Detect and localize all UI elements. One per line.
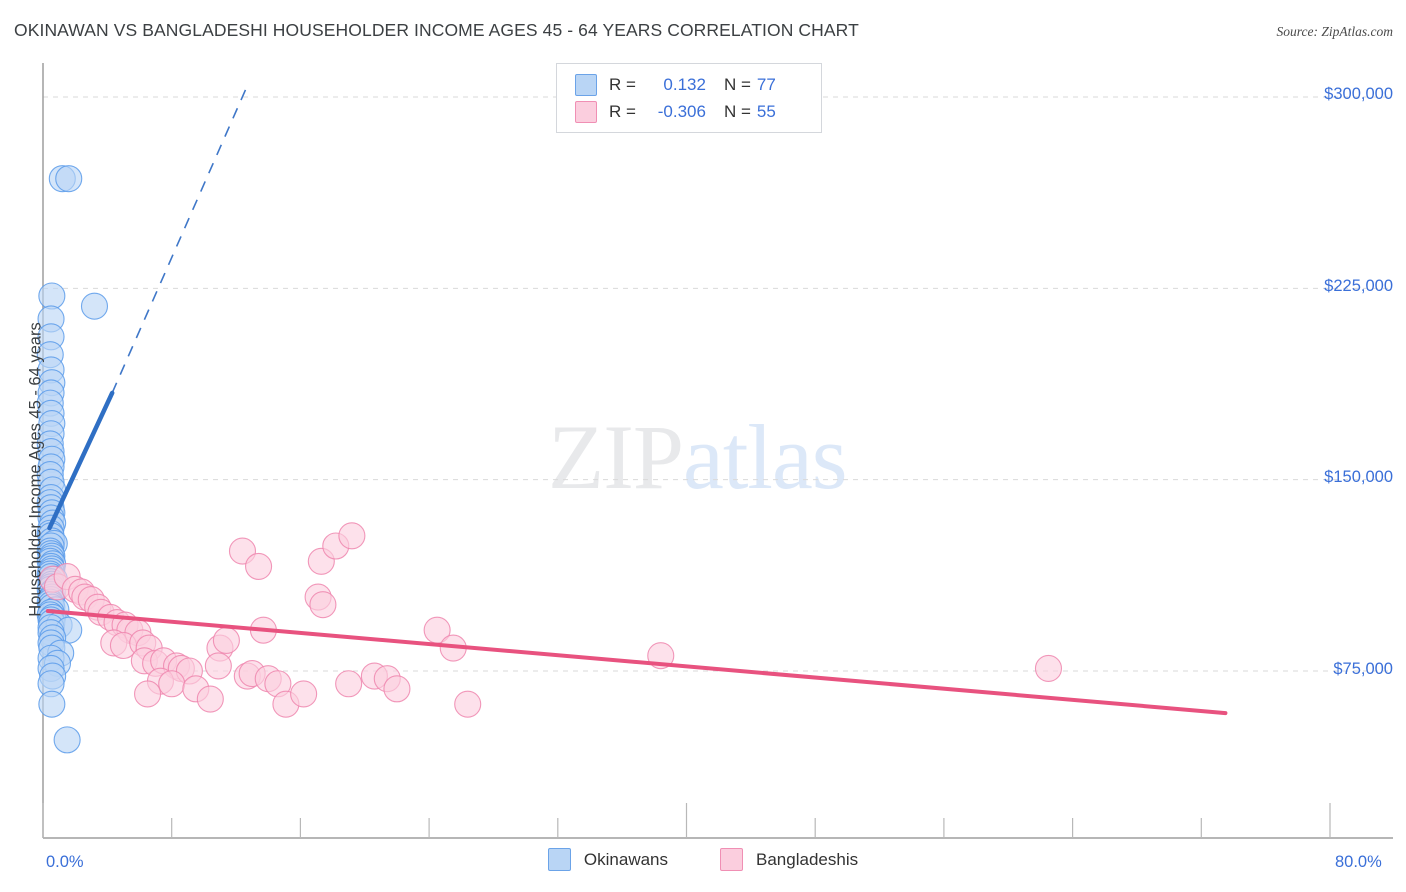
y-tick-label-150000: $150,000 — [1324, 468, 1393, 486]
r-value-bangladeshis: -0.306 — [657, 102, 706, 121]
r-value-okinawans: 0.132 — [663, 75, 706, 94]
x-tick-label-max: 80.0% — [1335, 853, 1382, 871]
y-axis-label: Householder Income Ages 45 - 64 years — [26, 322, 45, 617]
legend-marker-okinawans — [547, 848, 571, 871]
legend-item-okinawans[interactable]: Okinawans — [547, 848, 669, 871]
legend-swatch-okinawans — [575, 74, 597, 96]
statistics-legend: R = 0.132 N = 77 R = -0.306 N = 55 — [556, 63, 822, 133]
trendline-bangladeshis — [45, 609, 1228, 716]
r-label-okinawans: R = — [609, 75, 636, 94]
x-tick-label-min: 0.0% — [46, 853, 84, 871]
gridlines — [43, 96, 1393, 672]
legend-label-bangladeshis: Bangladeshis — [756, 849, 859, 869]
n-label-okinawans: N = — [723, 75, 751, 94]
series-legend: Okinawans Bangladeshis — [0, 848, 1406, 871]
trendline-okinawans — [47, 89, 247, 531]
legend-label-okinawans: Okinawans — [583, 849, 669, 869]
n-value-okinawans: 77 — [756, 75, 776, 94]
source-attribution: Source: ZipAtlas.com — [1276, 24, 1393, 39]
n-label-bangladeshis: N = — [723, 102, 751, 121]
x-axis-ticks — [42, 803, 1331, 838]
page-title: OKINAWAN VS BANGLADESHI HOUSEHOLDER INCO… — [14, 20, 859, 40]
scatter-points-bangladeshis — [39, 522, 1063, 718]
legend-item-bangladeshis[interactable]: Bangladeshis — [720, 848, 858, 871]
axis-lines — [42, 63, 1393, 839]
y-tick-label-300000: $300,000 — [1324, 85, 1393, 103]
legend-swatch-bangladeshis — [575, 101, 597, 123]
r-label-bangladeshis: R = — [609, 102, 636, 121]
y-tick-label-225000: $225,000 — [1324, 277, 1393, 295]
scatter-points-okinawans — [36, 165, 109, 754]
n-value-bangladeshis: 55 — [756, 102, 776, 121]
stat-row-bangladeshis: R = -0.306 N = 55 — [575, 98, 776, 126]
legend-marker-bangladeshis — [720, 848, 744, 871]
stat-row-okinawans: R = 0.132 N = 77 — [575, 71, 776, 99]
y-tick-label-75000: $75,000 — [1333, 660, 1393, 678]
